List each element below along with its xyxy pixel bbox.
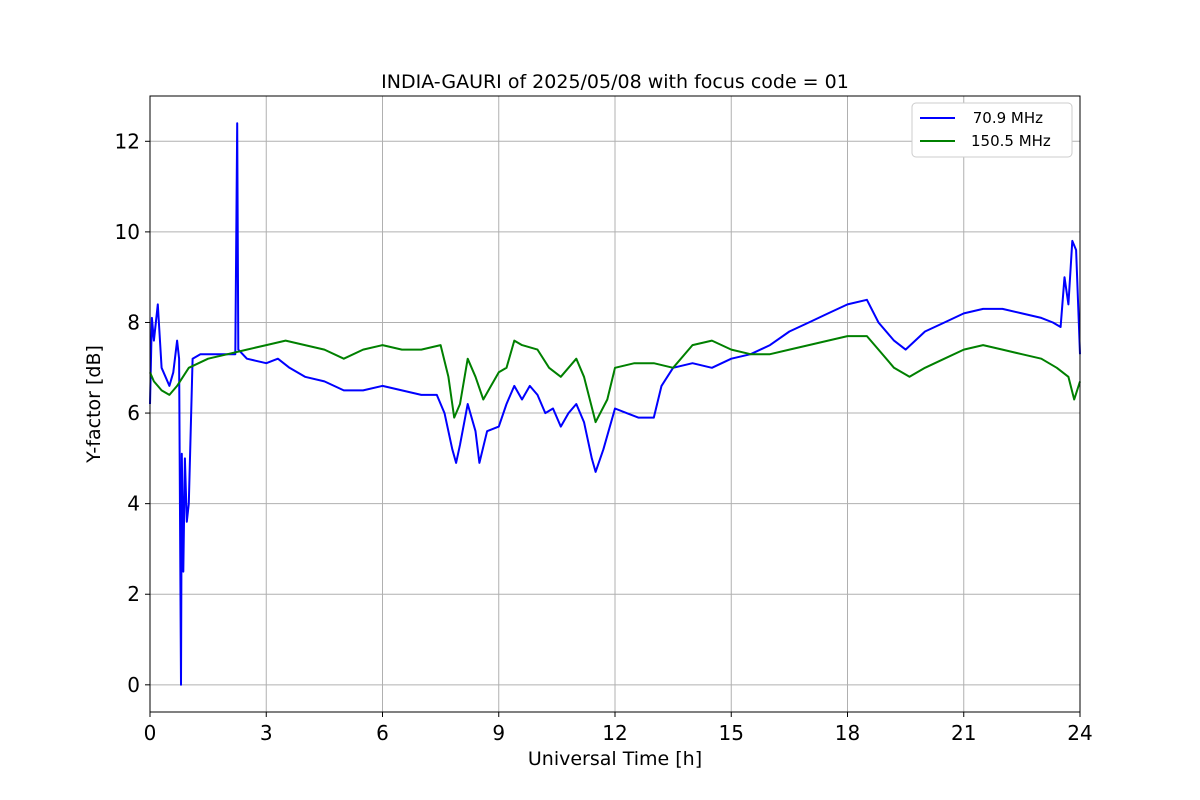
legend-box [911, 102, 1073, 158]
x-tick-label: 18 [835, 721, 860, 745]
x-tick-label: 12 [602, 721, 627, 745]
x-tick-label: 24 [1067, 721, 1092, 745]
y-tick-label: 10 [115, 220, 140, 244]
legend-label-150-5: 150.5 MHz [971, 132, 1051, 150]
y-tick-label: 8 [127, 310, 140, 334]
x-tick-label: 15 [719, 721, 744, 745]
x-tick-label: 3 [260, 721, 273, 745]
y-tick-label: 6 [127, 401, 140, 425]
legend: 70.9 MHz 150.5 MHz [911, 102, 1073, 158]
x-tick-label: 9 [492, 721, 505, 745]
x-tick-label: 21 [951, 721, 976, 745]
legend-label-70-9: 70.9 MHz [968, 109, 1043, 127]
series-line-1 [149, 335, 1081, 424]
y-tick-label: 4 [127, 492, 140, 516]
chart-title: INDIA-GAURI of 2025/05/08 with focus cod… [381, 71, 849, 93]
y-tick-label: 0 [127, 673, 140, 697]
y-tick-label: 2 [127, 582, 140, 606]
x-axis: 0 3 6 9 12 15 18 21 24 [144, 712, 1093, 745]
x-tick-label: 0 [144, 721, 157, 745]
x-axis-label: Universal Time [h] [528, 748, 702, 770]
series-line-0 [149, 122, 1081, 686]
x-tick-label: 6 [376, 721, 389, 745]
y-axis: 0 2 4 6 8 10 12 [115, 129, 150, 697]
series-layer [149, 122, 1081, 686]
y-tick-label: 12 [115, 129, 140, 153]
y-axis-label: Y-factor [dB] [83, 345, 105, 464]
